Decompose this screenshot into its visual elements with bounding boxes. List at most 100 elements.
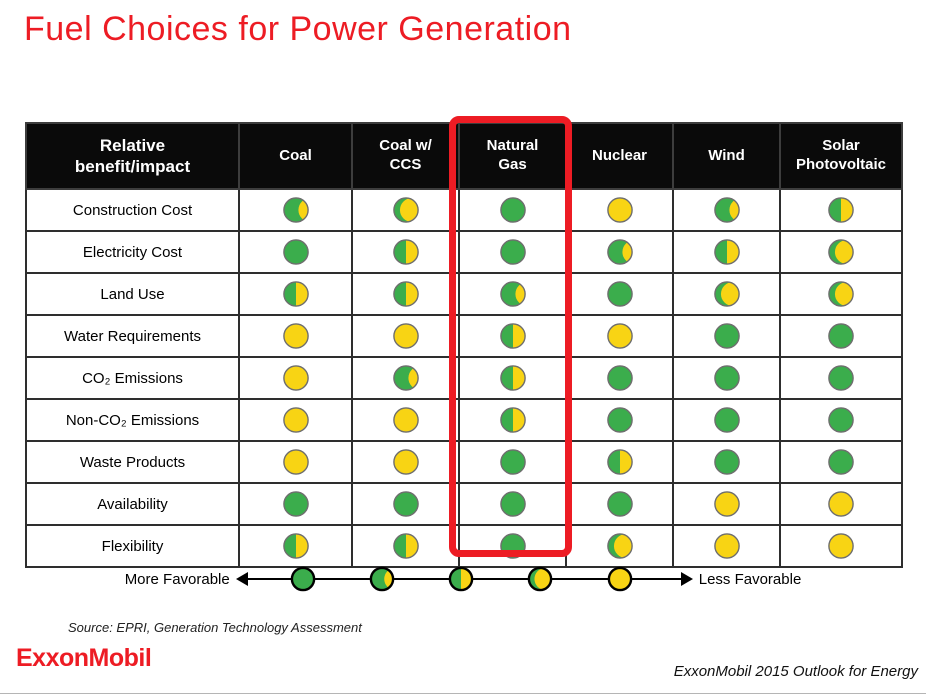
rating-pie-icon bbox=[448, 566, 474, 592]
table-row-co-emissions: CO₂ Emissions bbox=[25, 356, 903, 400]
rating-pie-icon bbox=[392, 323, 419, 349]
rating-pie-icon bbox=[606, 197, 633, 223]
rating-construction-cost-coal-w-ccs bbox=[351, 188, 460, 232]
rating-flexibility-coal-w-ccs bbox=[351, 524, 460, 568]
fuel-comparison-table: Relative benefit/impact Coal Coal w/ CCS Na… bbox=[25, 122, 903, 568]
column-header-coal-w-ccs: Coal w/ CCS bbox=[351, 122, 460, 190]
rating-availability-natural-gas bbox=[458, 482, 567, 526]
rating-electricity-cost-coal bbox=[238, 230, 353, 274]
row-label-land-use: Land Use bbox=[25, 272, 240, 316]
rating-pie-icon bbox=[282, 239, 309, 265]
scale-circles bbox=[289, 565, 634, 593]
rating-pie-icon bbox=[828, 407, 854, 433]
rating-electricity-cost-wind bbox=[672, 230, 781, 274]
rating-construction-cost-natural-gas bbox=[458, 188, 567, 232]
rating-non-co-emissions-coal bbox=[238, 398, 353, 442]
table-row-availability: Availability bbox=[25, 482, 903, 526]
row-label-availability: Availability bbox=[25, 482, 240, 526]
rating-pie-icon bbox=[392, 239, 419, 265]
rating-pie-icon bbox=[282, 323, 309, 349]
rating-pie-icon bbox=[828, 197, 854, 223]
favorability-legend: More Favorable Less Favorable bbox=[0, 562, 926, 596]
rating-pie-icon bbox=[282, 365, 309, 391]
rating-pie-icon bbox=[606, 533, 633, 559]
row-label-construction-cost: Construction Cost bbox=[25, 188, 240, 232]
rating-construction-cost-wind bbox=[672, 188, 781, 232]
column-header-coal: Coal bbox=[238, 122, 353, 190]
rating-pie-icon bbox=[713, 197, 740, 223]
rating-water-requirements-solar-photovoltaic bbox=[779, 314, 903, 358]
rating-flexibility-coal bbox=[238, 524, 353, 568]
rating-pie-icon bbox=[713, 407, 740, 433]
rating-pie-icon bbox=[499, 533, 526, 559]
rating-waste-products-nuclear bbox=[565, 440, 674, 484]
rating-pie-icon bbox=[282, 449, 309, 475]
row-label-waste-products: Waste Products bbox=[25, 440, 240, 484]
rating-waste-products-solar-photovoltaic bbox=[779, 440, 903, 484]
rating-pie-icon bbox=[392, 197, 419, 223]
rating-pie-icon bbox=[713, 491, 740, 517]
table-header: Relative benefit/impact Coal Coal w/ CCS Na… bbox=[25, 122, 903, 190]
rating-co-emissions-natural-gas bbox=[458, 356, 567, 400]
rating-pie-icon bbox=[713, 239, 740, 265]
table-row-electricity-cost: Electricity Cost bbox=[25, 230, 903, 274]
rating-electricity-cost-natural-gas bbox=[458, 230, 567, 274]
arrow-left-icon bbox=[235, 572, 248, 586]
rating-pie-icon bbox=[713, 365, 740, 391]
rating-water-requirements-natural-gas bbox=[458, 314, 567, 358]
rating-availability-nuclear bbox=[565, 482, 674, 526]
rating-availability-coal bbox=[238, 482, 353, 526]
favorability-scale bbox=[235, 562, 693, 596]
rating-pie-icon bbox=[392, 407, 419, 433]
rating-pie-icon bbox=[392, 449, 419, 475]
rating-co-emissions-coal-w-ccs bbox=[351, 356, 460, 400]
rating-electricity-cost-solar-photovoltaic bbox=[779, 230, 903, 274]
rating-co-emissions-wind bbox=[672, 356, 781, 400]
row-label-electricity-cost: Electricity Cost bbox=[25, 230, 240, 274]
source-note: Source: EPRI, Generation Technology Asse… bbox=[68, 620, 362, 635]
rating-pie-icon bbox=[713, 323, 740, 349]
rating-pie-icon bbox=[606, 365, 633, 391]
table-row-flexibility: Flexibility bbox=[25, 524, 903, 568]
rating-pie-icon bbox=[392, 281, 419, 307]
rating-pie-icon bbox=[606, 323, 633, 349]
rating-pie-icon bbox=[282, 281, 309, 307]
rating-pie-icon bbox=[828, 239, 854, 265]
rating-pie-icon bbox=[499, 281, 526, 307]
rating-co-emissions-coal bbox=[238, 356, 353, 400]
row-label-co-emissions: CO₂ Emissions bbox=[25, 356, 240, 400]
rating-pie-icon bbox=[606, 407, 633, 433]
rating-waste-products-coal-w-ccs bbox=[351, 440, 460, 484]
arrow-right-icon bbox=[680, 572, 693, 586]
rating-construction-cost-solar-photovoltaic bbox=[779, 188, 903, 232]
legend-more-favorable-label: More Favorable bbox=[124, 570, 230, 588]
rating-land-use-natural-gas bbox=[458, 272, 567, 316]
rating-land-use-wind bbox=[672, 272, 781, 316]
footer-attribution: ExxonMobil 2015 Outlook for Energy bbox=[673, 663, 918, 680]
rating-pie-icon bbox=[713, 449, 740, 475]
rating-pie-icon bbox=[713, 281, 740, 307]
column-header-nuclear: Nuclear bbox=[565, 122, 674, 190]
rating-waste-products-wind bbox=[672, 440, 781, 484]
rating-pie-icon bbox=[282, 491, 309, 517]
rating-flexibility-nuclear bbox=[565, 524, 674, 568]
table-row-non-co-emissions: Non-CO₂ Emissions bbox=[25, 398, 903, 442]
column-header-solar-photovoltaic: Solar Photovoltaic bbox=[779, 122, 903, 190]
rating-flexibility-natural-gas bbox=[458, 524, 567, 568]
rating-non-co-emissions-natural-gas bbox=[458, 398, 567, 442]
rating-co-emissions-solar-photovoltaic bbox=[779, 356, 903, 400]
rating-availability-solar-photovoltaic bbox=[779, 482, 903, 526]
rating-water-requirements-coal-w-ccs bbox=[351, 314, 460, 358]
rating-pie-icon bbox=[290, 566, 316, 592]
rating-pie-icon bbox=[282, 533, 309, 559]
rating-pie-icon bbox=[528, 566, 553, 592]
rating-non-co-emissions-wind bbox=[672, 398, 781, 442]
rating-construction-cost-nuclear bbox=[565, 188, 674, 232]
rating-construction-cost-coal bbox=[238, 188, 353, 232]
rating-pie-icon bbox=[499, 491, 526, 517]
rating-pie-icon bbox=[607, 566, 633, 592]
rating-pie-icon bbox=[828, 281, 854, 307]
rating-pie-icon bbox=[499, 323, 526, 349]
rating-pie-icon bbox=[282, 407, 309, 433]
corner-header: Relative benefit/impact bbox=[25, 122, 240, 190]
